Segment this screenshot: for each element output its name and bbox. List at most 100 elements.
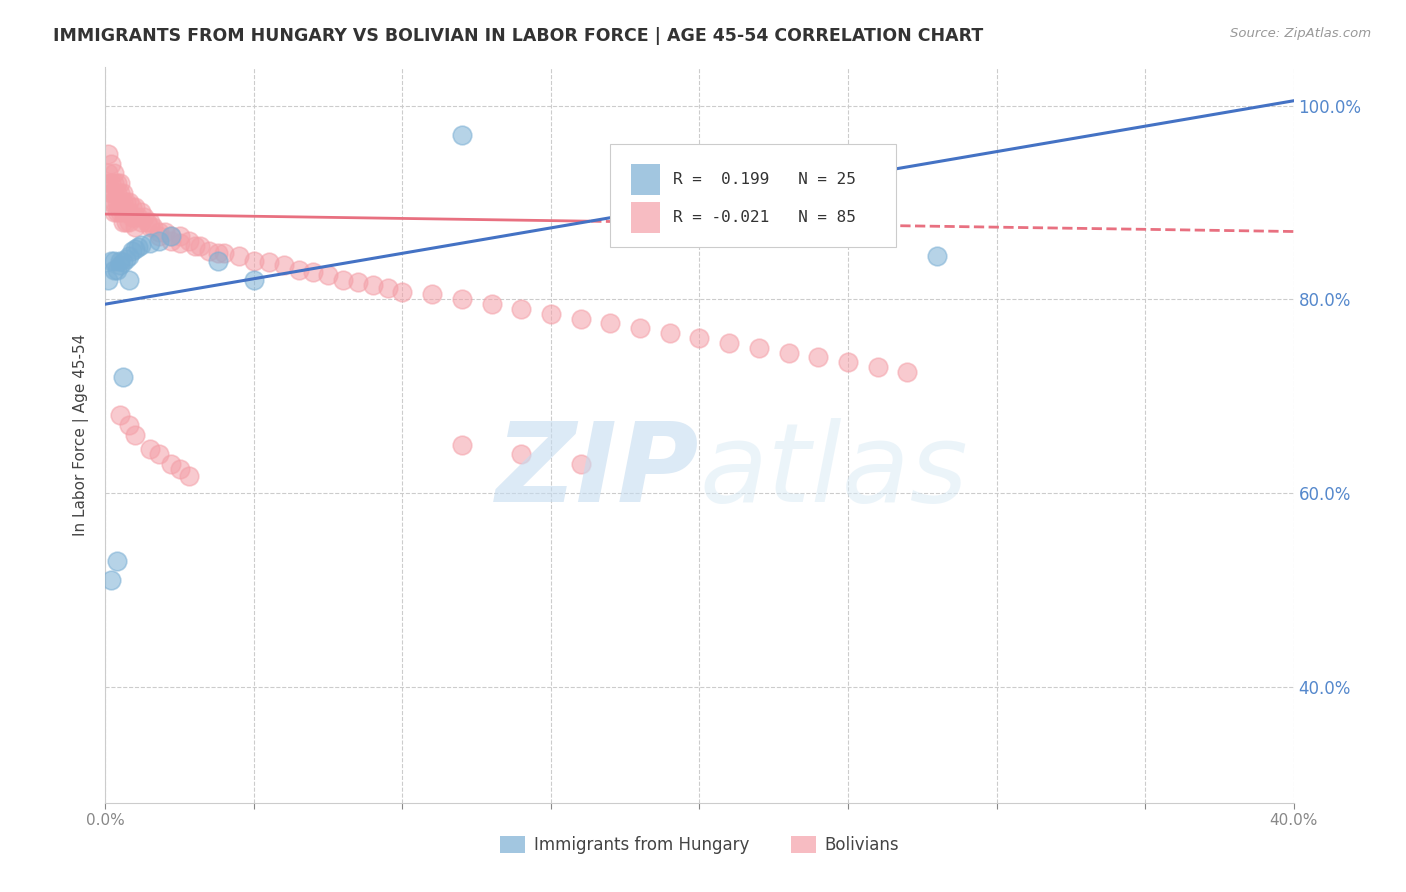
Point — [148, 225, 170, 239]
Point — [100, 253, 122, 268]
Point — [115, 252, 138, 266]
Point — [118, 195, 141, 210]
Point — [110, 195, 132, 210]
Point — [540, 307, 562, 321]
Point — [124, 219, 146, 234]
Point — [159, 234, 181, 248]
Point — [450, 293, 472, 307]
Point — [110, 259, 132, 273]
Point — [112, 369, 135, 384]
Point — [118, 205, 141, 219]
Point — [198, 244, 221, 258]
Point — [896, 365, 918, 379]
Point — [183, 239, 205, 253]
Point — [177, 468, 200, 483]
Point — [118, 249, 141, 263]
Point — [347, 275, 370, 289]
Point — [214, 245, 236, 260]
Text: IMMIGRANTS FROM HUNGARY VS BOLIVIAN IN LABOR FORCE | AGE 45-54 CORRELATION CHART: IMMIGRANTS FROM HUNGARY VS BOLIVIAN IN L… — [53, 27, 984, 45]
Point — [103, 186, 125, 200]
Point — [927, 249, 949, 263]
Point — [169, 236, 191, 251]
Point — [115, 195, 138, 210]
Point — [100, 186, 122, 200]
Point — [105, 554, 128, 568]
Point — [97, 273, 120, 287]
Point — [103, 263, 125, 277]
Point — [105, 176, 128, 190]
Point — [112, 215, 135, 229]
Point — [316, 268, 339, 282]
Text: Source: ZipAtlas.com: Source: ZipAtlas.com — [1230, 27, 1371, 40]
Point — [110, 253, 132, 268]
Point — [377, 280, 399, 294]
Point — [148, 229, 170, 244]
Point — [302, 265, 325, 279]
Text: R =  0.199   N = 25: R = 0.199 N = 25 — [673, 172, 856, 187]
Point — [129, 215, 152, 229]
Point — [689, 331, 711, 345]
Point — [332, 273, 354, 287]
Point — [569, 457, 592, 471]
Point — [112, 255, 135, 269]
Text: R = -0.021   N = 85: R = -0.021 N = 85 — [673, 211, 856, 225]
Point — [778, 345, 800, 359]
Point — [110, 186, 132, 200]
Point — [121, 244, 143, 258]
Point — [361, 277, 384, 292]
Point — [139, 219, 162, 234]
Point — [103, 176, 125, 190]
Point — [110, 205, 132, 219]
Point — [121, 200, 143, 214]
Point — [177, 234, 200, 248]
Point — [136, 215, 159, 229]
Point — [124, 200, 146, 214]
Point — [124, 242, 146, 256]
Point — [129, 205, 152, 219]
Point — [391, 285, 413, 299]
Point — [100, 195, 122, 210]
Point — [132, 210, 155, 224]
Point — [257, 255, 280, 269]
Point — [207, 245, 229, 260]
Point — [124, 210, 146, 224]
Point — [129, 238, 152, 252]
Text: ZIP: ZIP — [496, 418, 700, 525]
Point — [159, 229, 181, 244]
Point — [148, 447, 170, 461]
Point — [153, 225, 176, 239]
Point — [481, 297, 503, 311]
Point — [124, 427, 146, 442]
Point — [159, 229, 181, 244]
Point — [118, 215, 141, 229]
Point — [628, 321, 651, 335]
Point — [139, 442, 162, 457]
Point — [273, 259, 295, 273]
Point — [658, 326, 681, 341]
Point — [510, 447, 533, 461]
Point — [110, 409, 132, 423]
Point — [148, 234, 170, 248]
Point — [97, 147, 120, 161]
Point — [103, 195, 125, 210]
Point — [112, 195, 135, 210]
Bar — [630, 202, 661, 233]
Legend: Immigrants from Hungary, Bolivians: Immigrants from Hungary, Bolivians — [494, 830, 905, 861]
Y-axis label: In Labor Force | Age 45-54: In Labor Force | Age 45-54 — [73, 334, 90, 536]
Point — [243, 273, 266, 287]
Point — [121, 210, 143, 224]
Point — [169, 461, 191, 475]
Point — [97, 176, 120, 190]
Point — [450, 128, 472, 142]
Point — [105, 205, 128, 219]
Point — [807, 351, 830, 365]
Point — [159, 457, 181, 471]
FancyBboxPatch shape — [610, 145, 896, 247]
Point — [866, 360, 889, 375]
Bar — [630, 164, 661, 194]
Point — [837, 355, 859, 369]
Point — [115, 215, 138, 229]
Point — [450, 437, 472, 451]
Point — [127, 210, 149, 224]
Point — [100, 157, 122, 171]
